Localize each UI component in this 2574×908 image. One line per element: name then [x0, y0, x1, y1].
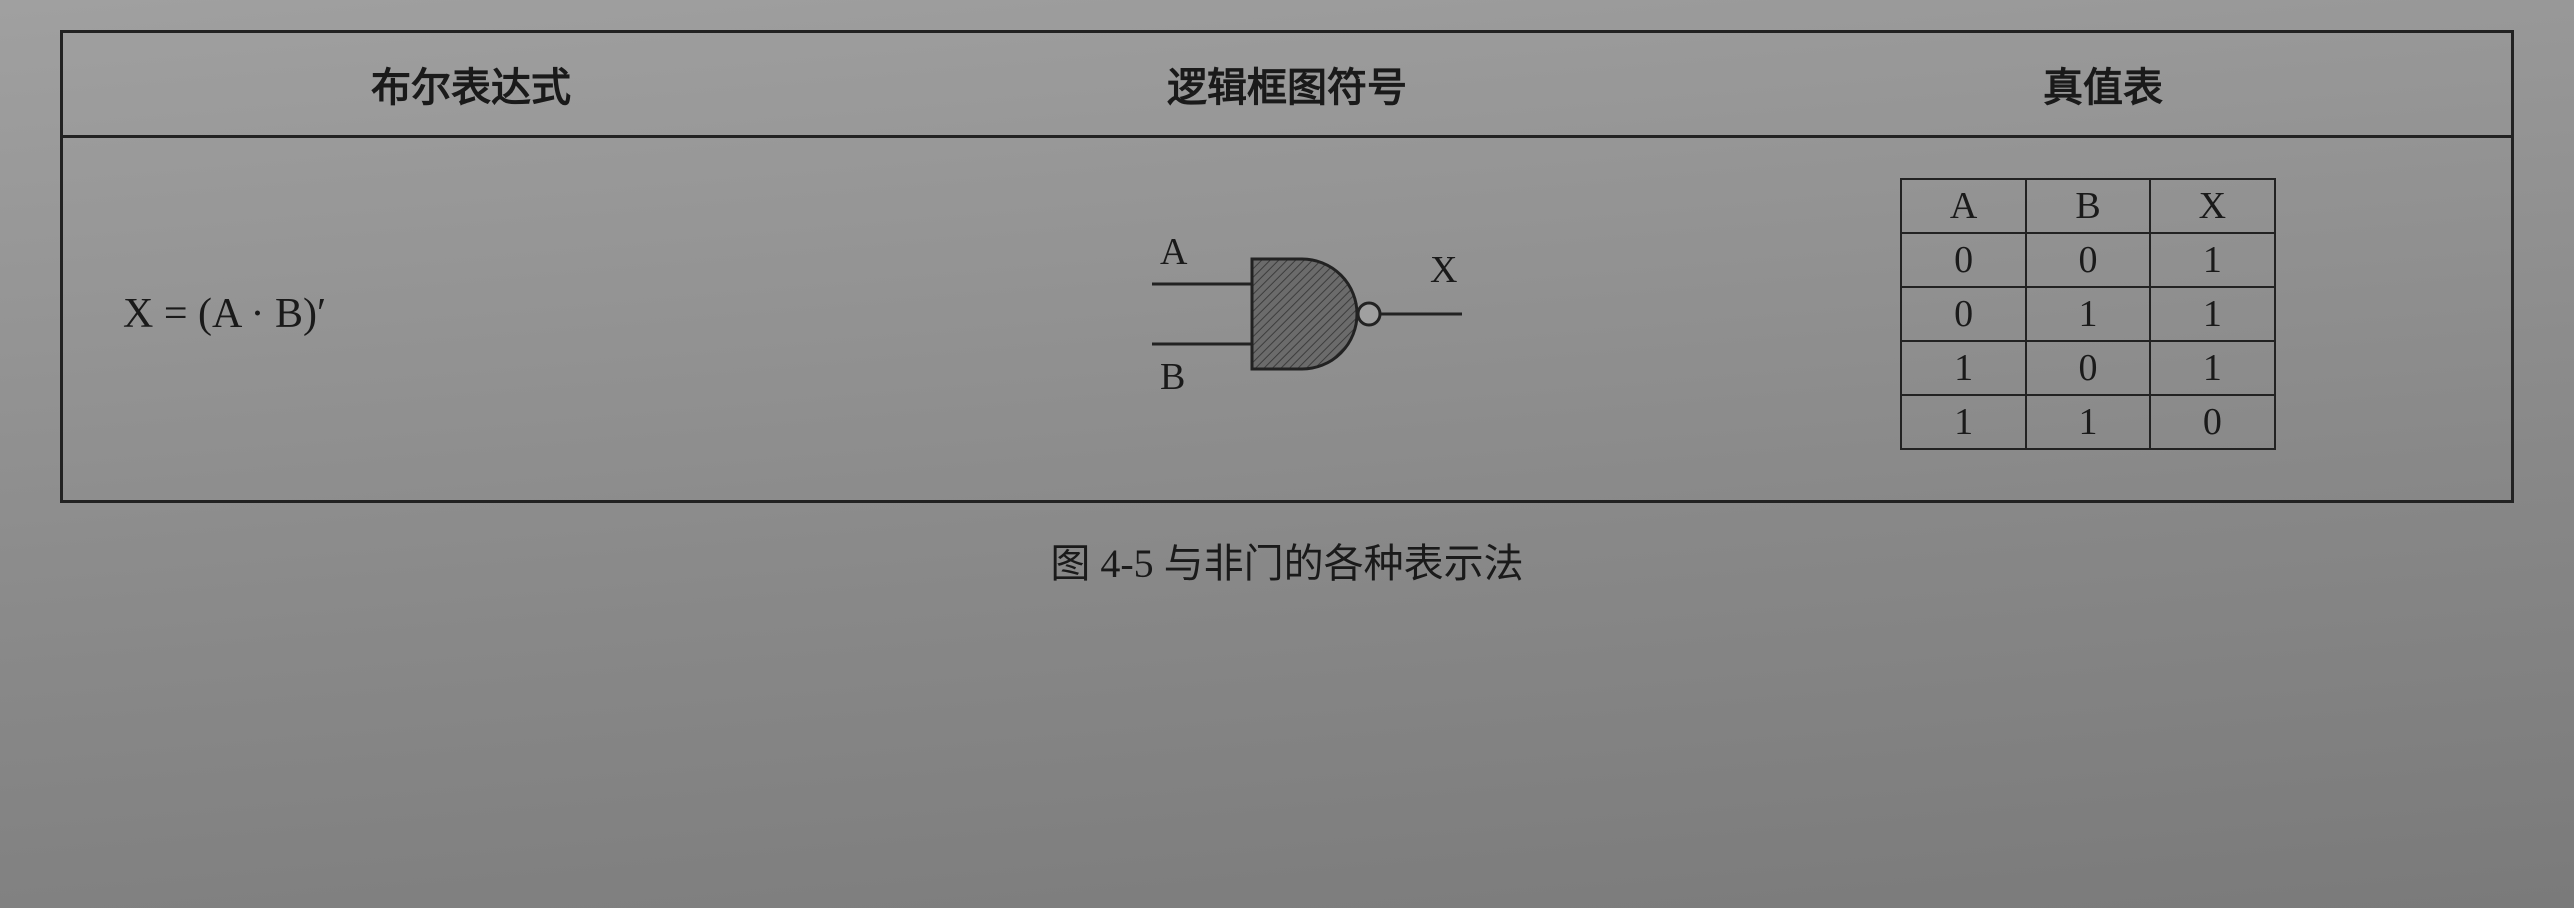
truth-cell: 0: [2150, 395, 2275, 449]
truth-cell: 1: [2026, 287, 2149, 341]
figure-box: 布尔表达式 逻辑框图符号 真值表 X = (A · B)′: [60, 30, 2514, 503]
table-row: 1 1 0: [1901, 395, 2275, 449]
truth-cell: 1: [1901, 341, 2026, 395]
figure-wrap: 布尔表达式 逻辑框图符号 真值表 X = (A · B)′: [60, 30, 2514, 599]
table-row: 0 1 1: [1901, 287, 2275, 341]
truth-table-col: A B X 0 0 1 0 1: [1695, 178, 2481, 450]
figure-caption: 图 4-5 与非门的各种表示法: [60, 503, 2514, 599]
gate-input-b-label: B: [1160, 356, 1185, 398]
header-row: 布尔表达式 逻辑框图符号 真值表: [63, 30, 2511, 138]
truth-table: A B X 0 0 1 0 1: [1900, 178, 2276, 450]
truth-cell: 0: [2026, 233, 2149, 287]
truth-cell: 1: [1901, 395, 2026, 449]
truth-table-header-row: A B X: [1901, 179, 2275, 233]
table-row: 1 0 1: [1901, 341, 2275, 395]
truth-cell: 0: [1901, 233, 2026, 287]
truth-th-b: B: [2026, 179, 2149, 233]
truth-th-x: X: [2150, 179, 2275, 233]
truth-th-a: A: [1901, 179, 2026, 233]
header-symbol: 逻辑框图符号: [879, 33, 1695, 135]
gate-input-a-label: A: [1160, 231, 1188, 273]
truth-table-body: 0 0 1 0 1 1 1 0 1: [1901, 233, 2275, 449]
truth-cell: 0: [2026, 341, 2149, 395]
truth-cell: 1: [2150, 233, 2275, 287]
header-truth-table: 真值表: [1695, 33, 2511, 135]
nand-gate-icon: A B X: [1122, 204, 1482, 424]
header-expression: 布尔表达式: [63, 33, 879, 135]
body-row: X = (A · B)′: [63, 138, 2511, 500]
gate-output-label: X: [1430, 249, 1457, 291]
truth-cell: 1: [2150, 287, 2275, 341]
truth-cell: 1: [2150, 341, 2275, 395]
truth-cell: 0: [1901, 287, 2026, 341]
boolean-expression: X = (A · B)′: [93, 290, 909, 338]
truth-cell: 1: [2026, 395, 2149, 449]
table-row: 0 0 1: [1901, 233, 2275, 287]
gate-symbol-col: A B X: [909, 204, 1695, 424]
